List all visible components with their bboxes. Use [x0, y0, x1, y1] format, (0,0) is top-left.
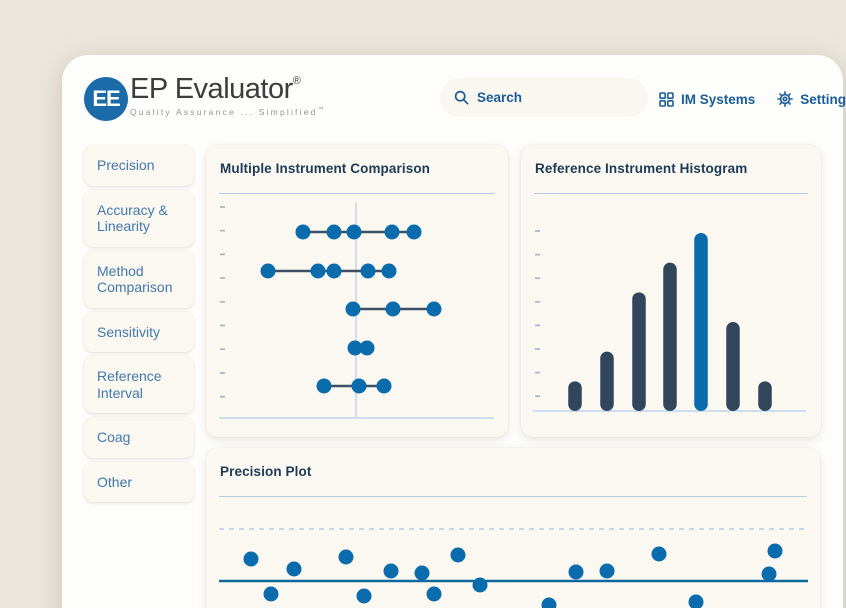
settings-label: Settings — [800, 91, 846, 107]
app-window: EE EP Evaluator® Quality Assurance ... S… — [62, 55, 846, 608]
grid-icon — [659, 91, 674, 107]
search-input[interactable] — [477, 90, 634, 105]
precision-plot-chart — [219, 528, 808, 608]
title-divider — [219, 193, 495, 194]
header-nav: IM Systems — [659, 85, 846, 113]
panel-title: Precision Plot — [220, 464, 312, 479]
logo-ee-badge: EE — [84, 77, 128, 121]
trademark-mark: ™ — [317, 107, 326, 113]
search-icon — [454, 90, 469, 105]
panel-title: Reference Instrument Histogram — [535, 161, 748, 176]
logo-tagline: Quality Assurance ... Simplified™ — [130, 107, 326, 117]
sidebar-item-coag[interactable]: Coag — [84, 417, 194, 458]
sidebar-item-sensitivity[interactable]: Sensitivity — [84, 311, 194, 353]
title-divider — [534, 193, 808, 194]
title-divider — [219, 496, 807, 497]
logo: EP Evaluator® Quality Assurance ... Simp… — [130, 73, 326, 117]
instrument-comparison-chart — [219, 202, 494, 419]
reference-histogram-chart — [533, 230, 806, 412]
sidebar-item-precision[interactable]: Precision — [84, 145, 194, 186]
panel-title: Multiple Instrument Comparison — [220, 161, 431, 176]
gear-icon — [777, 91, 794, 107]
panel-precision-plot: Precision Plot — [206, 448, 820, 608]
sidebar: Precision Accuracy & Linearity Method Co… — [84, 145, 194, 503]
app-name: EP Evaluator — [130, 73, 293, 105]
sidebar-item-reference-interval[interactable]: Reference Interval — [84, 356, 194, 414]
sidebar-item-other[interactable]: Other — [84, 461, 194, 503]
settings-button[interactable]: Settings — [777, 91, 846, 107]
panel-reference-instrument-histogram: Reference Instrument Histogram — [521, 145, 821, 437]
registered-mark: ® — [292, 75, 301, 87]
sidebar-item-accuracy-linearity[interactable]: Accuracy & Linearity — [84, 189, 194, 247]
logo-monogram: EE — [92, 86, 120, 111]
im-systems-label: IM Systems — [681, 91, 756, 107]
sidebar-item-method-comparison[interactable]: Method Comparison — [84, 250, 194, 308]
im-systems-button[interactable]: IM Systems — [659, 92, 755, 107]
panel-multiple-instrument-comparison: Multiple Instrument Comparison — [206, 145, 508, 437]
search-bar[interactable] — [440, 78, 648, 117]
